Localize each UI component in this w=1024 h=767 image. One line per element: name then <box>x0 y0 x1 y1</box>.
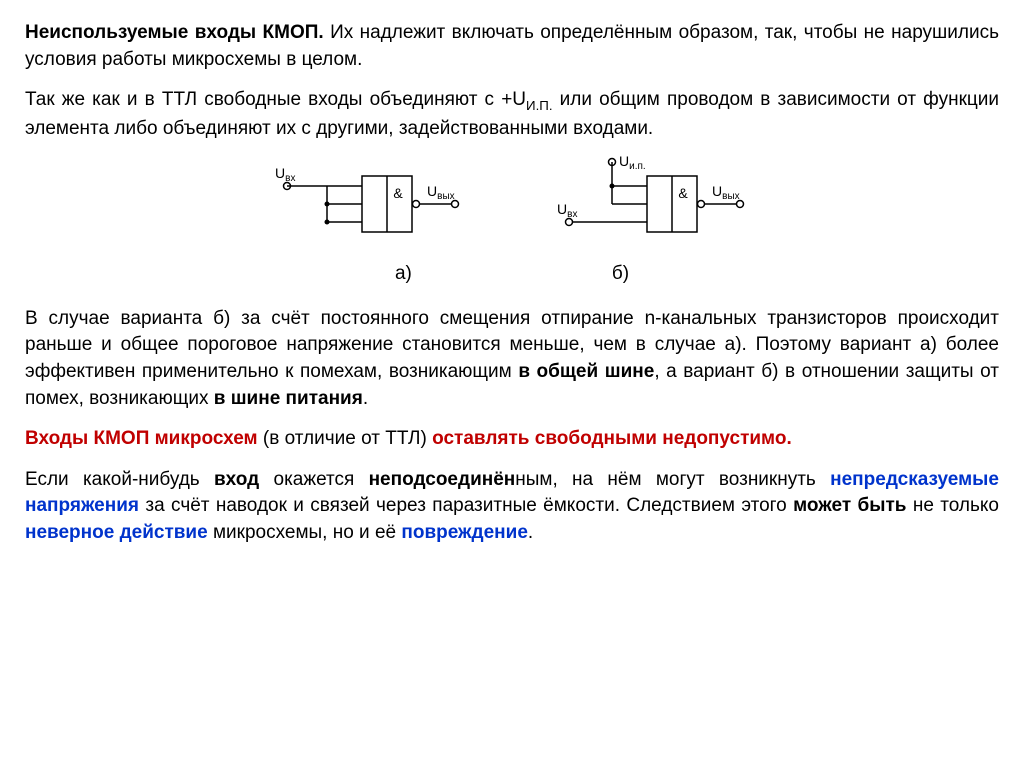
p5-t10: неверное действие <box>25 522 208 543</box>
diagram-a: & Uвх Uвых <box>267 156 467 256</box>
p3-t2: в общей шине <box>518 361 654 382</box>
label-a: а) <box>395 261 412 288</box>
gate-symbol-a: & <box>393 185 403 201</box>
diagram-b: & Uи.п. Uвх Uвых <box>547 156 757 256</box>
paragraph-1: Неиспользуемые входы КМОП. Их надлежит в… <box>25 20 999 73</box>
circuit-diagrams: & Uвх Uвых & Uи.п. Uвх <box>25 156 999 256</box>
diagram-sublabels: а) б) <box>25 261 999 288</box>
p4-t1: Входы КМОП микросхем <box>25 428 258 449</box>
paragraph-4: Входы КМОП микросхем (в отличие от ТТЛ) … <box>25 426 999 453</box>
label-uin-a: Uвх <box>275 165 295 184</box>
paragraph-3: В случае варианта б) за счёт постоянного… <box>25 306 999 412</box>
p5-t9: не только <box>906 495 999 516</box>
p5-t5: ным, на нём могут возникнуть <box>515 469 830 490</box>
p5-t7: за счёт наводок и связей через паразитны… <box>139 495 793 516</box>
p5-t4: неподсоединён <box>369 469 516 490</box>
p5-t12: повреждение <box>401 522 528 543</box>
p3-t4: в шине питания <box>214 388 363 409</box>
gate-symbol-b: & <box>678 185 688 201</box>
p2-sub: И.П. <box>526 98 553 113</box>
label-uin-b: Uвх <box>557 201 577 220</box>
label-uip-b: Uи.п. <box>619 156 646 172</box>
paragraph-5: Если какой-нибудь вход окажется неподсое… <box>25 467 999 547</box>
p4-t3: оставлять свободными недопустимо. <box>432 428 792 449</box>
label-uout-b: Uвых <box>712 183 740 202</box>
p5-t8: может быть <box>793 495 906 516</box>
label-b: б) <box>612 261 629 288</box>
p5-t3: окажется <box>259 469 368 490</box>
p2-text1: Так же как и в ТТЛ свободные входы объед… <box>25 89 526 110</box>
p5-t1: Если какой-нибудь <box>25 469 214 490</box>
paragraph-2: Так же как и в ТТЛ свободные входы объед… <box>25 87 999 142</box>
p5-t2: вход <box>214 469 259 490</box>
p3-t5: . <box>363 388 368 409</box>
p1-title: Неиспользуемые входы КМОП. <box>25 22 324 43</box>
label-uout-a: Uвых <box>427 183 455 202</box>
p5-t11: микросхемы, но и её <box>208 522 402 543</box>
p5-t13: . <box>528 522 533 543</box>
p4-t2: (в отличие от ТТЛ) <box>258 428 432 449</box>
